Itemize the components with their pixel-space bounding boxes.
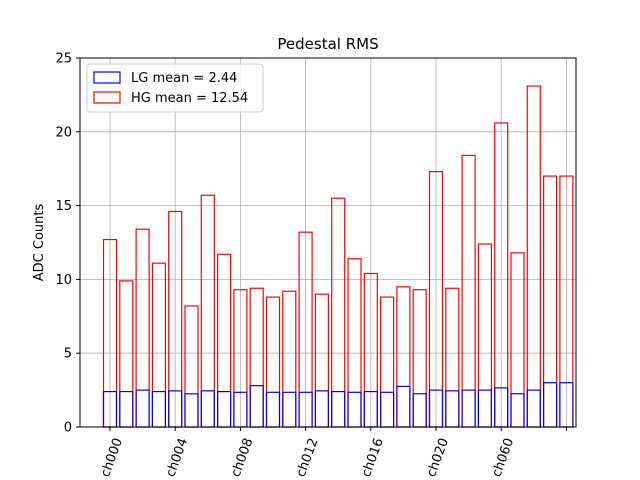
chart-title: Pedestal RMS bbox=[277, 35, 378, 53]
plot-frame bbox=[79, 57, 577, 428]
legend-label: HG mean = 12.54 bbox=[131, 91, 248, 106]
y-tick-label: 5 bbox=[64, 347, 72, 362]
legend: LG mean = 2.44 HG mean = 12.54 bbox=[86, 63, 264, 113]
y-tick-label: 15 bbox=[55, 199, 72, 214]
y-tick-label: 10 bbox=[55, 273, 72, 288]
legend-swatch bbox=[93, 91, 121, 104]
y-axis-title: ADC Counts bbox=[32, 204, 47, 282]
y-tick-label: 0 bbox=[64, 421, 72, 436]
legend-box bbox=[86, 63, 264, 113]
y-tick-label: 25 bbox=[55, 52, 72, 67]
legend-label: LG mean = 2.44 bbox=[131, 71, 237, 86]
legend-swatch bbox=[93, 71, 121, 84]
y-tick-label: 20 bbox=[55, 125, 72, 140]
